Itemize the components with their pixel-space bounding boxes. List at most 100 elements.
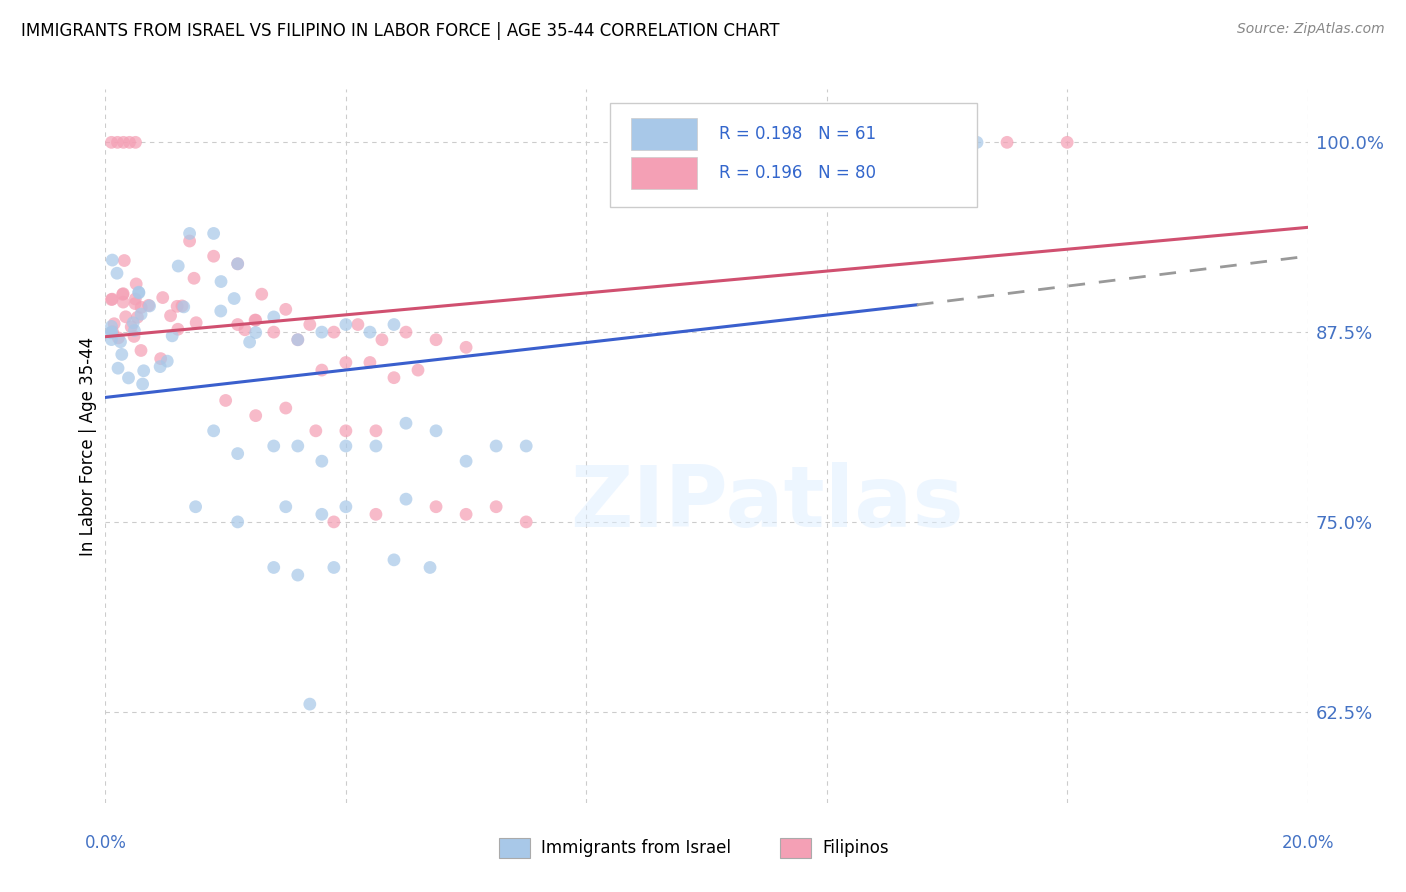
Point bbox=[118, 136, 141, 150]
Point bbox=[287, 333, 309, 347]
Point bbox=[107, 136, 129, 150]
Point bbox=[298, 318, 321, 332]
Point bbox=[112, 253, 135, 268]
Y-axis label: In Labor Force | Age 35-44: In Labor Force | Age 35-44 bbox=[79, 336, 97, 556]
Point bbox=[245, 409, 267, 423]
Point bbox=[124, 296, 146, 310]
Point bbox=[335, 318, 357, 332]
Point bbox=[995, 136, 1018, 150]
Point bbox=[371, 333, 394, 347]
Point bbox=[101, 253, 124, 268]
Point bbox=[364, 508, 387, 522]
Point bbox=[100, 326, 122, 340]
Point bbox=[239, 334, 262, 349]
Text: R = 0.198   N = 61: R = 0.198 N = 61 bbox=[718, 125, 876, 143]
Point bbox=[263, 325, 285, 339]
Point bbox=[179, 234, 201, 248]
Point bbox=[202, 424, 225, 438]
Point bbox=[311, 454, 333, 468]
Point bbox=[214, 393, 236, 408]
Point bbox=[322, 560, 344, 574]
Point bbox=[112, 136, 135, 150]
Point bbox=[226, 257, 249, 271]
Point bbox=[100, 333, 122, 347]
Point bbox=[322, 325, 344, 339]
Point bbox=[425, 424, 447, 438]
Point bbox=[274, 500, 297, 514]
Point bbox=[966, 136, 988, 150]
Point bbox=[100, 136, 122, 150]
Point bbox=[138, 299, 160, 313]
Point bbox=[311, 363, 333, 377]
Point bbox=[159, 309, 181, 323]
Text: 20.0%: 20.0% bbox=[1281, 834, 1334, 852]
Text: R = 0.196   N = 80: R = 0.196 N = 80 bbox=[718, 164, 876, 182]
Point bbox=[202, 249, 225, 263]
Point bbox=[100, 293, 122, 307]
Point bbox=[454, 508, 477, 522]
Point bbox=[305, 424, 328, 438]
Point bbox=[226, 318, 249, 332]
Point bbox=[101, 325, 124, 339]
Point bbox=[359, 325, 381, 339]
Point bbox=[160, 328, 183, 343]
Point bbox=[166, 299, 188, 313]
Point bbox=[209, 275, 232, 289]
Point bbox=[287, 439, 309, 453]
Point bbox=[406, 363, 429, 377]
Point bbox=[298, 697, 321, 711]
Point bbox=[233, 323, 256, 337]
Point bbox=[226, 257, 249, 271]
Point bbox=[124, 136, 146, 150]
Text: Filipinos: Filipinos bbox=[823, 839, 889, 857]
Point bbox=[226, 447, 249, 461]
Point bbox=[347, 318, 370, 332]
Point bbox=[179, 227, 201, 241]
Point bbox=[112, 286, 135, 301]
Point bbox=[395, 492, 418, 507]
Point bbox=[395, 325, 418, 339]
Text: IMMIGRANTS FROM ISRAEL VS FILIPINO IN LABOR FORCE | AGE 35-44 CORRELATION CHART: IMMIGRANTS FROM ISRAEL VS FILIPINO IN LA… bbox=[21, 22, 779, 40]
Point bbox=[454, 454, 477, 468]
Point bbox=[274, 302, 297, 317]
Point bbox=[419, 560, 441, 574]
Point bbox=[224, 292, 246, 306]
Point bbox=[167, 259, 190, 273]
Point bbox=[287, 568, 309, 582]
Point bbox=[156, 354, 179, 368]
Point bbox=[382, 553, 405, 567]
Point bbox=[335, 424, 357, 438]
Point bbox=[131, 377, 153, 392]
Text: Source: ZipAtlas.com: Source: ZipAtlas.com bbox=[1237, 22, 1385, 37]
Point bbox=[167, 322, 190, 336]
Point bbox=[114, 310, 136, 324]
Point bbox=[245, 326, 267, 340]
Point bbox=[100, 325, 122, 339]
Point bbox=[425, 500, 447, 514]
Point bbox=[127, 310, 149, 325]
Point bbox=[335, 500, 357, 514]
Point bbox=[263, 439, 285, 453]
Point bbox=[111, 347, 134, 361]
Point bbox=[485, 500, 508, 514]
Point bbox=[120, 319, 142, 334]
Point bbox=[129, 343, 152, 358]
Point bbox=[184, 500, 207, 514]
Point bbox=[382, 370, 405, 384]
Point bbox=[263, 560, 285, 574]
Point bbox=[209, 304, 232, 318]
Point bbox=[129, 307, 152, 321]
Point bbox=[335, 439, 357, 453]
Point bbox=[124, 324, 146, 338]
Point bbox=[128, 285, 150, 300]
Point bbox=[245, 313, 267, 327]
Point bbox=[173, 300, 195, 314]
Point bbox=[101, 292, 124, 306]
Point bbox=[132, 364, 155, 378]
Point bbox=[382, 318, 405, 332]
Point bbox=[485, 439, 508, 453]
Point bbox=[311, 508, 333, 522]
Point bbox=[111, 287, 134, 301]
Point bbox=[117, 371, 139, 385]
Point bbox=[364, 424, 387, 438]
